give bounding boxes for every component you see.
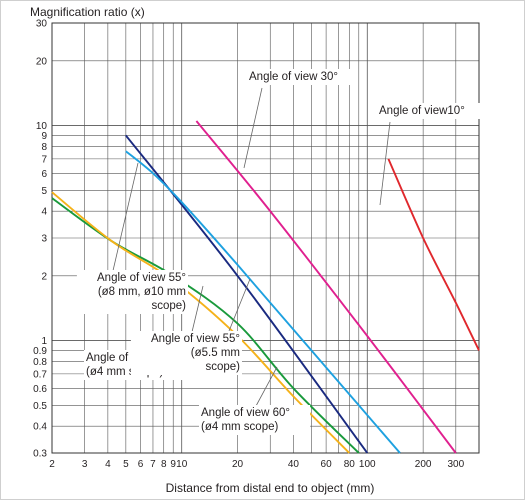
annotation-ann60: Angle of view 60° (ø4 mm scope) [201, 407, 290, 433]
annotation-bg-ann55a [76, 270, 188, 314]
annotation-bg-ann30 [247, 69, 359, 85]
annotation-ann55a: Angle of view 55° (ø8 mm, ø10 mm scope) [97, 272, 186, 312]
leader-line-ann60 [255, 366, 278, 407]
y-tick-label: 10 [36, 121, 48, 132]
series-line-aov10 [387, 158, 480, 351]
y-axis-title: Magnification ratio (x) [30, 5, 145, 19]
annotation-line: Angle of view 55° [97, 272, 186, 284]
x-tick-label: 7 [150, 459, 156, 470]
y-tick-label: 7 [41, 154, 47, 165]
series-line-aov55_810 [125, 150, 401, 454]
x-tick-label: 6 [138, 459, 144, 470]
annotation-line: (ø5.5 mm [191, 347, 240, 359]
annotation-bg-ann10 [377, 103, 482, 119]
series-lines [51, 120, 480, 454]
series-line-aov60 [51, 191, 350, 454]
annotation-bg-ann60 [199, 405, 311, 435]
annotations: Angle of view10° Angle of view 30° Angle o… [76, 69, 482, 435]
x-tick-label: 5 [123, 459, 129, 470]
x-tick-label: 8 [161, 459, 167, 470]
y-tick-label: 5 [41, 186, 47, 197]
annotation-line: scope) [151, 300, 186, 312]
annotation-ann10: Angle of view10° [379, 105, 465, 117]
x-tick-label: 10 [176, 459, 188, 470]
annotation-line: (ø8 mm, ø10 mm [98, 286, 186, 298]
x-tick-label: 20 [232, 459, 244, 470]
plot-border [51, 22, 480, 454]
annotation-bg-ann55b [130, 331, 242, 375]
y-tick-label: 2 [41, 271, 47, 282]
x-tick-label: 100 [359, 459, 376, 470]
leader-line-ann10 [379, 121, 391, 206]
annotation-line: Angle of view10° [379, 105, 465, 117]
y-tick-label: 0.8 [33, 357, 47, 368]
y-tick-label: 3 [41, 234, 47, 245]
y-tick-label: 20 [36, 56, 48, 67]
x-tick-label: 40 [288, 459, 300, 470]
annotation-ann30: Angle of view 30° [249, 71, 338, 83]
x-tick-label: 9 [170, 459, 176, 470]
series-line-aov55_55 [125, 134, 369, 454]
x-tick-label: 60 [321, 459, 333, 470]
x-tick-label: 80 [344, 459, 356, 470]
y-tick-label: 0.7 [33, 369, 47, 380]
y-tick-label: 30 [36, 19, 48, 30]
annotation-line: scope) [205, 361, 240, 373]
leader-line-ann55b [226, 278, 251, 337]
tick-labels: 2 3 4 5 6 7 8 9 10 20 40 60 80 100 200 3000.30.40.50.60… [33, 19, 465, 471]
y-tick-label: 0.5 [33, 401, 47, 412]
annotation-line: Angle of view 60° [201, 407, 290, 419]
annotation-ann55b: Angle of view 55° (ø5.5 mm scope) [151, 333, 240, 373]
y-tick-label: 4 [41, 207, 47, 218]
y-tick-label: 6 [41, 169, 47, 180]
leader-line-ann30 [243, 87, 263, 169]
x-tick-label: 200 [415, 459, 432, 470]
y-tick-label: 8 [41, 142, 47, 153]
annotation-line: Angle of view 55° [151, 333, 240, 345]
y-tick-label: 0.4 [33, 422, 47, 433]
x-tick-label: 300 [447, 459, 464, 470]
x-tick-label: 2 [49, 459, 55, 470]
x-axis-title: Distance from distal end to object (mm) [166, 481, 375, 495]
y-tick-label: 1 [41, 336, 47, 347]
y-tick-label: 0.6 [33, 384, 47, 395]
annotation-line: Angle of view 30° [249, 71, 338, 83]
y-tick-label: 9 [41, 131, 47, 142]
annotation-line: (ø4 mm scope) [201, 421, 278, 433]
x-tick-label: 4 [105, 459, 111, 470]
y-tick-label: 0.3 [33, 449, 47, 460]
leader-line-ann55a [111, 162, 139, 276]
y-tick-label: 0.9 [33, 346, 47, 357]
series-line-aov30 [195, 120, 457, 454]
x-tick-label: 3 [82, 459, 88, 470]
